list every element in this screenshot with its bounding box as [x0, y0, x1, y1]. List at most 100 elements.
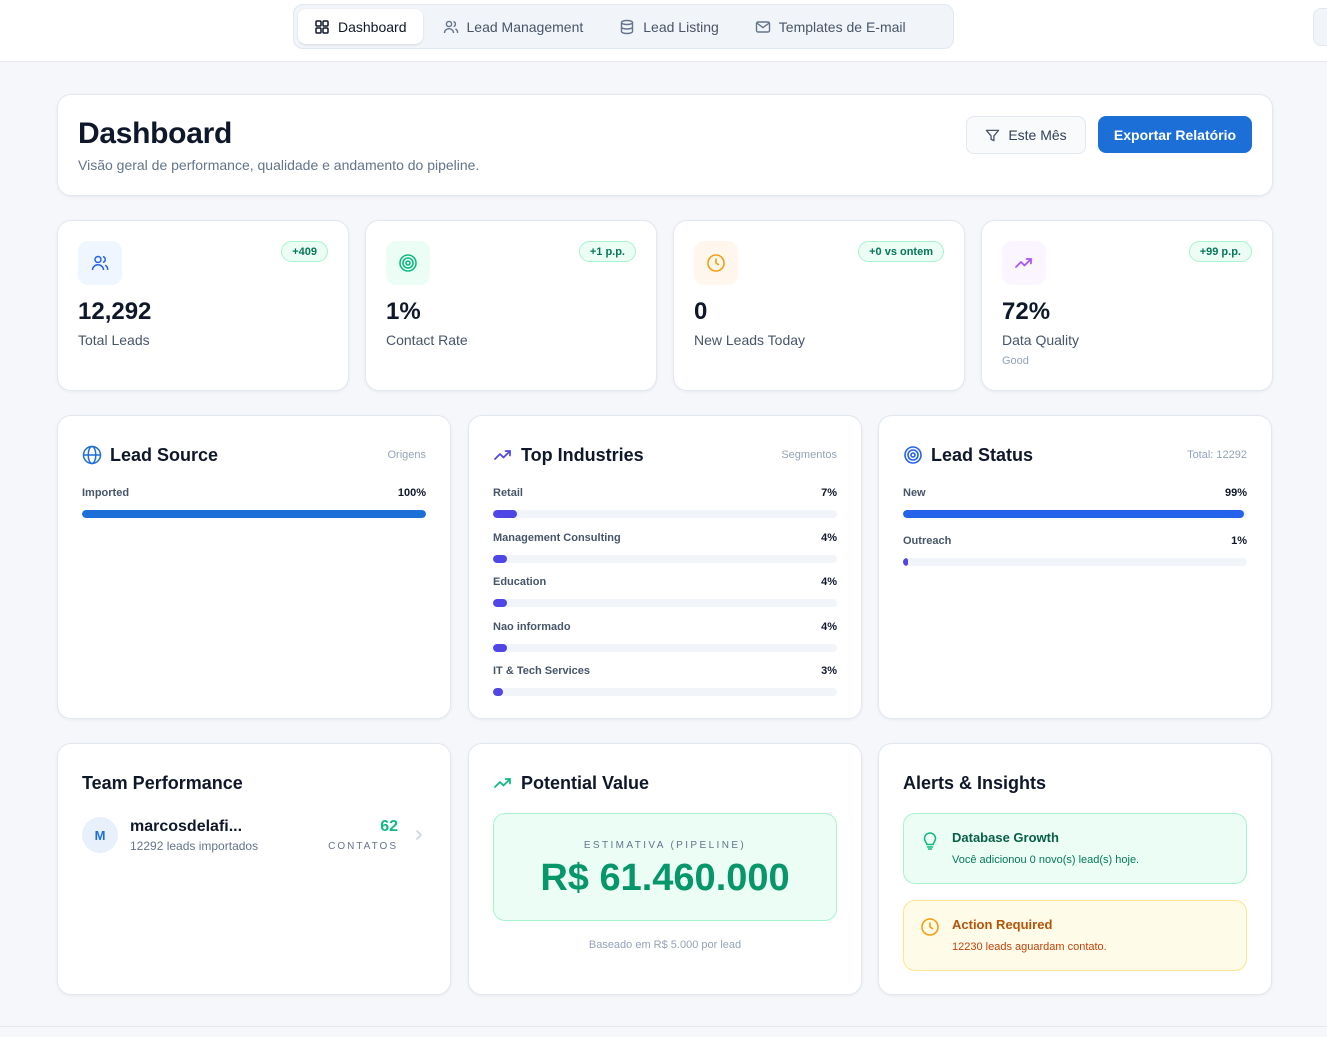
globe-icon [82, 445, 102, 465]
panel-title: Alerts & Insights [903, 772, 1047, 793]
chevron-right-icon [416, 830, 422, 840]
bar-labels: Retail 7% [493, 487, 837, 501]
bar-row: Retail 7% [493, 487, 837, 532]
potential-value-panel: Potential Value ESTIMATIVA (PIPELINE) R$… [468, 743, 862, 995]
alert-action-required: Action Required 12230 leads aguardam con… [903, 900, 1247, 971]
page-header-card: Dashboard Visão geral de performance, qu… [57, 94, 1273, 196]
target-icon [399, 254, 417, 272]
kpi-label: New Leads Today [694, 332, 806, 348]
bar-label: Management Consulting [493, 531, 621, 544]
bar-label: Nao informado [493, 620, 571, 633]
potential-value-amount: R$ 61.460.000 [540, 857, 790, 899]
progress-track [903, 510, 1247, 518]
panel-title: Team Performance [82, 772, 243, 793]
progress-fill [493, 554, 507, 563]
bar-label: New [903, 487, 926, 499]
progress-fill [493, 643, 507, 652]
member-name: marcosdelafi... [130, 817, 243, 835]
bar-labels: Education 4% [493, 576, 837, 590]
progress-track [82, 510, 426, 518]
team-member-row[interactable]: M marcosdelafi... 12292 leads importados… [82, 815, 426, 855]
kpi-change-badge: +99 p.p. [1188, 241, 1252, 262]
potential-value-box: ESTIMATIVA (PIPELINE) R$ 61.460.000 [493, 813, 837, 921]
bar-percent: 4% [821, 620, 837, 633]
progress-fill [903, 558, 909, 566]
bar-row: IT & Tech Services 3% [493, 665, 837, 710]
progress-track [493, 643, 837, 652]
user-menu-button[interactable] [1313, 8, 1327, 46]
bar-percent: 4% [821, 531, 837, 544]
period-filter-button[interactable]: Este Mês [966, 116, 1086, 154]
progress-fill [493, 688, 504, 696]
mail-icon [755, 20, 770, 33]
kpi-label: Contact Rate [386, 332, 468, 348]
panel-header: Lead Source Origens [82, 444, 426, 466]
kpi-value: 12,292 [78, 298, 152, 325]
alert-title: Database Growth [952, 830, 1059, 845]
bar-percent: 1% [1231, 535, 1247, 547]
kpi-value: 72% [1002, 298, 1051, 325]
alert-title: Action Required [952, 917, 1053, 932]
bar-labels: Imported 100% [82, 487, 426, 501]
bar-row: Education 4% [493, 576, 837, 621]
progress-fill [82, 510, 426, 518]
bar-label: Retail [493, 487, 523, 499]
panel-header: Lead Status Total: 12292 [903, 444, 1247, 466]
member-leads: 12292 leads importados [130, 838, 259, 853]
member-info: marcosdelafi... 12292 leads importados [130, 818, 328, 853]
potential-value-footnote: Baseado em R$ 5.000 por lead [588, 939, 742, 951]
bar-row: Nao informado 4% [493, 621, 837, 666]
bar-percent: 4% [821, 576, 837, 588]
trending-up-icon [494, 778, 511, 788]
nav-tab-lead-management[interactable]: Lead Management [427, 9, 600, 44]
panel-title: Lead Source [110, 444, 219, 465]
lead-status-panel: Lead Status Total: 12292 New 99% Outreach 1… [878, 415, 1272, 719]
nav-tab-label: Lead Management [466, 18, 584, 35]
kpi-change-badge: +0 vs ontem [858, 241, 944, 262]
bar-label: Outreach [903, 535, 952, 547]
bar-labels: IT & Tech Services 3% [493, 665, 837, 679]
panel-title: Potential Value [521, 772, 650, 793]
panel-note: Segmentos [781, 449, 837, 461]
page-title: Dashboard [78, 117, 232, 150]
bar-labels: New 99% [903, 487, 1247, 501]
main-nav: Dashboard Lead Management Lead Listing T… [293, 4, 954, 49]
panel-title: Lead Status [931, 444, 1034, 465]
bar-row: Imported 100% [82, 487, 426, 532]
member-contacts-count: 62 [380, 818, 398, 835]
kpi-label: Data Quality [1002, 332, 1080, 348]
status-bars: New 99% Outreach 1% [903, 487, 1247, 583]
progress-track [493, 599, 837, 607]
users-icon [91, 255, 109, 271]
kpi-change-badge: +1 p.p. [578, 241, 636, 262]
users-icon [443, 20, 458, 33]
potential-value-caption: ESTIMATIVA (PIPELINE) [583, 840, 747, 851]
bar-percent: 7% [821, 487, 837, 499]
export-report-button[interactable]: Exportar Relatório [1098, 116, 1252, 153]
progress-fill [493, 599, 507, 607]
panel-title: Top Industries [521, 444, 644, 465]
kpi-quality-rating: Good [1002, 355, 1029, 367]
alert-text: Você adicionou 0 novo(s) lead(s) hoje. [952, 854, 1140, 866]
alerts-insights-panel: Alerts & Insights Database Growth Você a… [878, 743, 1272, 995]
bar-labels: Nao informado 4% [493, 621, 837, 635]
nav-tab-label: Templates de E-mail [778, 18, 906, 35]
page-subtitle: Visão geral de performance, qualidade e … [78, 157, 480, 173]
nav-tab-lead-listing[interactable]: Lead Listing [603, 9, 735, 44]
lead-source-panel: Lead Source Origens Imported 100% [57, 415, 451, 719]
bar-row: Outreach 1% [903, 535, 1247, 583]
lead-source-bars: Imported 100% [82, 487, 426, 532]
trending-up-icon [1015, 258, 1032, 268]
period-filter-label: Este Mês [1008, 127, 1067, 143]
panel-note: Origens [387, 449, 426, 461]
kpi-icon-box [1002, 241, 1046, 285]
kpi-icon-box [78, 241, 122, 285]
progress-fill [903, 510, 1244, 518]
industry-bars: Retail 7% Management Consulting 4% Education… [493, 487, 837, 710]
nav-tab-email-templates[interactable]: Templates de E-mail [739, 9, 922, 44]
kpi-card-new-leads-today: +0 vs ontem 0 New Leads Today [673, 220, 965, 391]
kpi-card-data-quality: +99 p.p. 72% Data Quality Good [981, 220, 1273, 391]
bar-percent: 99% [1224, 487, 1247, 499]
avatar: M [82, 817, 118, 853]
nav-tab-dashboard[interactable]: Dashboard [298, 9, 423, 44]
